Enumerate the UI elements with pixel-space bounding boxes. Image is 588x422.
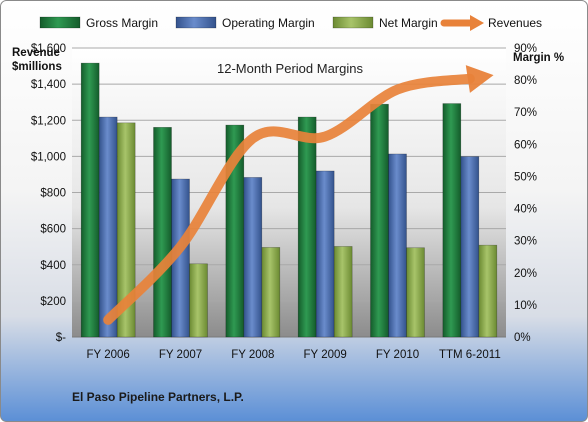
company-name: El Paso Pipeline Partners, L.P. [72,390,244,404]
bar-series [80,62,498,338]
right-tick-label: 60% [514,139,537,151]
legend-net-margin-label: Net Margin [379,16,438,30]
legend-operating-margin-label: Operating Margin [222,16,315,30]
left-tick-label: $600 [40,224,66,236]
gross-margin-bar [80,62,100,338]
right-tick-label: 50% [514,171,537,183]
chart-title: 12-Month Period Margins [217,61,363,76]
right-tick-label: 80% [514,75,537,87]
operating-margin-bar [98,116,118,338]
x-tick-label: FY 2007 [159,349,202,361]
net-margin-bar [261,247,281,338]
x-tick-label: FY 2006 [87,349,130,361]
revenue-line [103,65,494,325]
revenue-arrowhead [465,65,494,93]
left-tick-label: $- [56,332,66,344]
net-margin-bar [406,247,425,338]
x-tick-label: TTM 6-2011 [439,349,501,361]
net-margin-bar [333,246,353,338]
right-tick-label: 90% [514,43,537,55]
right-tick-label: 10% [514,300,537,312]
right-axis-label: Margin % [513,52,564,64]
left-axis-label-line2: $millions [12,61,62,73]
net-margin-bar [478,244,498,338]
left-tick-label: $200 [40,296,66,308]
gross-margin-bar [442,103,462,338]
gross-margin-bar [370,103,389,338]
left-tick-label: $1,400 [31,79,66,91]
right-tick-label: 0% [514,332,531,344]
operating-margin-bar [243,177,263,338]
left-tick-label: $1,000 [31,151,66,163]
net-margin-bar [116,122,136,338]
left-tick-label: $1,200 [31,115,66,127]
right-tick-label: 30% [514,236,537,248]
legend-gross-margin-label: Gross Margin [86,16,158,30]
left-tick-label: $800 [40,188,66,200]
legend-gross-margin-swatch [39,16,81,29]
legend: Gross Margin Operating Margin Net Margin Re… [39,15,542,31]
right-tick-label: 40% [514,204,537,216]
operating-margin-bar [388,153,407,338]
net-margin-bar [189,263,208,338]
right-axis-ticks: 0% 10% 20% 30% 40% 50% 60% 70% 80% 90% [514,43,537,344]
x-tick-label: FY 2010 [376,349,419,361]
left-axis-label-line1: Revenue [12,47,60,59]
x-tick-label: FY 2008 [231,349,274,361]
left-tick-label: $400 [40,260,66,272]
legend-revenues-arrow [470,15,484,31]
right-tick-label: 20% [514,268,537,280]
legend-operating-margin-swatch [175,16,217,29]
operating-margin-bar [460,156,480,338]
gross-margin-bar [297,116,317,338]
legend-revenues-label: Revenues [488,16,542,30]
right-tick-label: 70% [514,107,537,119]
left-axis-ticks: $- $200 $400 $600 $800 $1,000 $1,200 $1,400 $1,6… [31,43,66,344]
x-axis-ticks: FY 2006 FY 2007 FY 2008 FY 2009 FY 2010 TTM 6… [87,349,501,361]
operating-margin-bar [315,170,335,338]
revenue-line-path [103,73,475,325]
gross-margin-bar [153,127,172,338]
legend-net-margin-swatch [332,16,374,29]
left-tick-label: $1,600 [31,43,66,55]
x-tick-label: FY 2009 [304,349,347,361]
